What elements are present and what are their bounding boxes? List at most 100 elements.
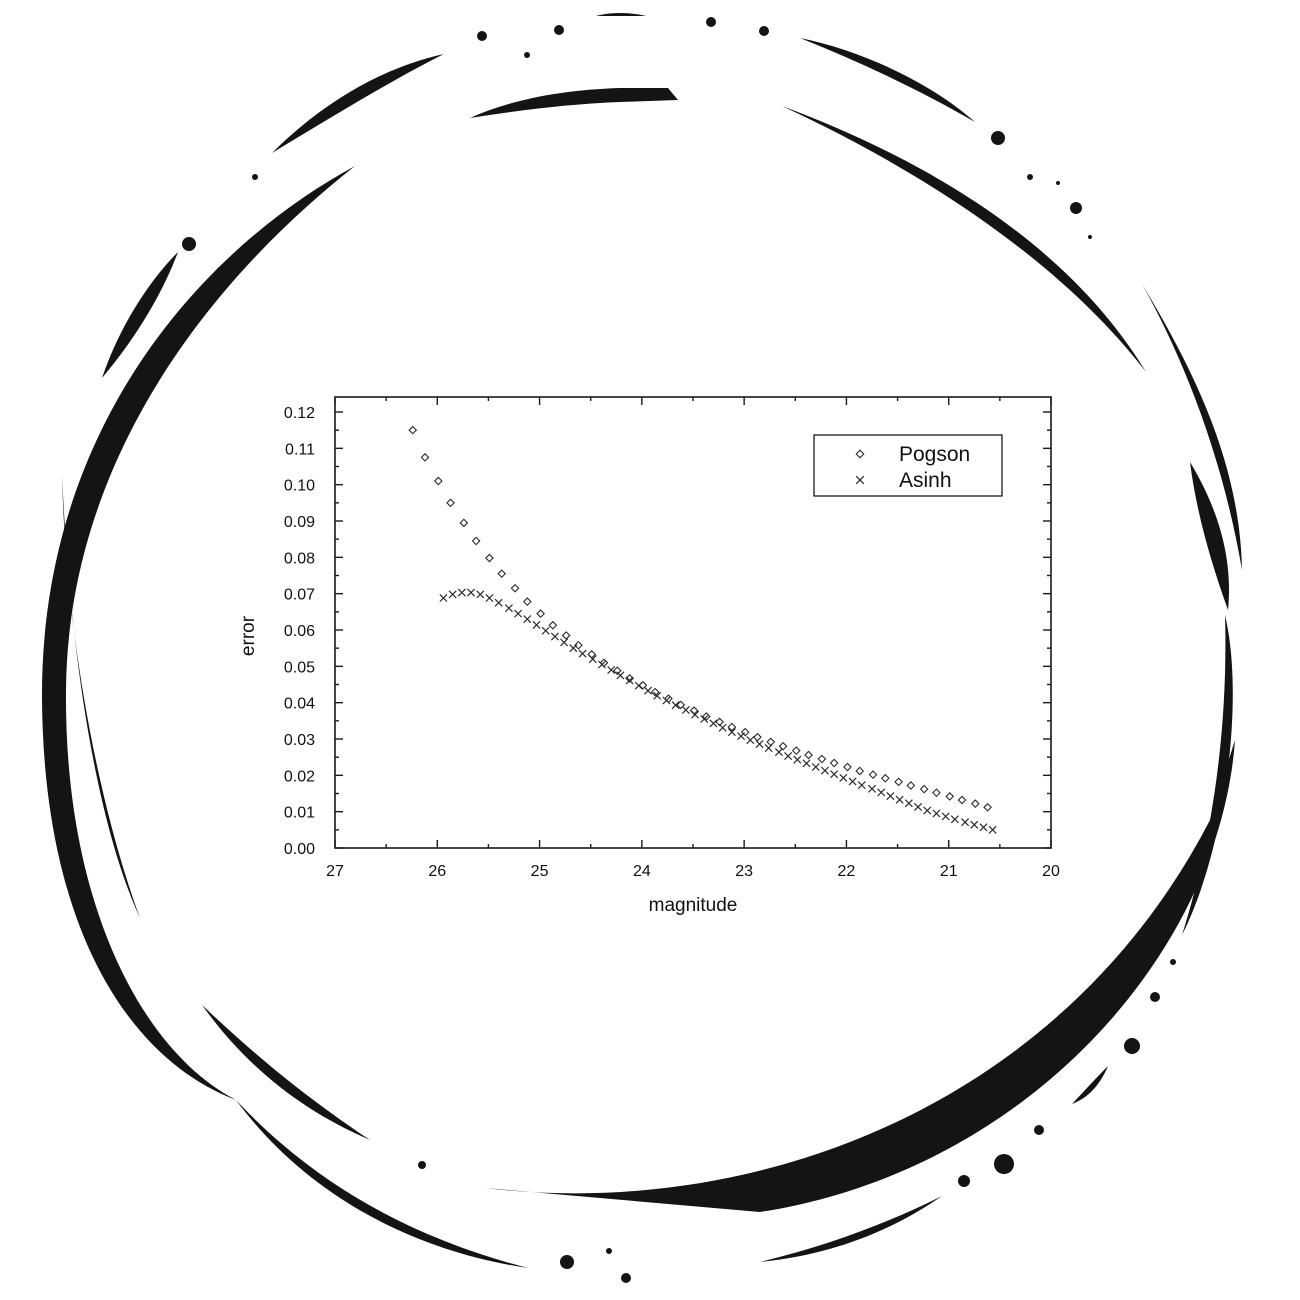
asinh-point [523,615,532,624]
asinh-point [904,799,913,808]
y-tick-label: 0.06 [284,623,315,640]
cross-stroke [848,777,857,786]
asinh-point [588,655,597,664]
error-vs-magnitude-chart: 27 26 25 24 23 22 21 20 0.000.010.020.030.040.0… [238,396,1060,916]
pogson-point [829,758,839,768]
pogson-point [880,773,890,783]
asinh-point [514,609,523,618]
dot [958,1175,970,1187]
dot [1150,992,1160,1002]
cross-stroke [523,615,532,624]
cross-stroke [886,792,895,801]
asinh-point [662,696,671,705]
y-axis-title: error [238,615,259,656]
cross-stroke [597,660,606,669]
cross-stroke [457,588,466,597]
legend-label-asinh: Asinh [899,469,952,492]
pogson-point [715,717,724,727]
pogson-point [855,766,865,776]
cross-stroke [727,728,736,737]
dot [1027,174,1033,180]
pogson-point [420,453,430,462]
asinh-point [718,723,727,732]
cross-stroke [904,799,913,808]
dot [477,31,487,41]
x-tick-label: 24 [633,863,651,880]
asinh-point [616,671,625,680]
asinh-point [532,620,541,629]
cross-stroke [643,686,653,695]
asinh-point [802,759,811,768]
cross-stroke [625,676,634,685]
y-tick-label: 0.10 [284,478,315,495]
cross-stroke [988,825,997,834]
dot [621,1273,631,1283]
pogson-point [919,784,929,794]
dot [560,1255,574,1269]
cross-stroke [784,752,793,761]
pogson-point [548,620,558,630]
dot [759,26,769,36]
y-tick-label: 0.01 [284,805,315,822]
cross-stroke [560,638,569,647]
asinh-point [700,714,709,724]
asinh-point [932,809,941,818]
cross-stroke [914,802,923,811]
cross-stroke [746,736,755,745]
brush-stroke-top-center [470,88,678,118]
cross-stroke [634,681,643,690]
pogson-point [510,583,520,593]
pogson-point [485,553,494,563]
cross-stroke [671,701,680,710]
asinh-point [643,686,653,695]
asinh-point [970,820,979,829]
pogson-point [791,746,801,756]
y-tick-label: 0.03 [284,732,315,749]
pogson-point [574,640,583,650]
cross-stroke [932,809,941,818]
dot [418,1161,426,1169]
asinh-point [793,755,802,764]
asinh-point [709,719,718,728]
dot [1088,235,1092,239]
asinh-point [857,781,866,790]
asinh-point [681,705,690,714]
asinh-point [485,594,494,603]
asinh-point [774,748,783,757]
cross-stroke [839,773,848,782]
cross-stroke [737,732,746,741]
cross-stroke [764,744,773,753]
y-tick-label: 0.04 [284,696,315,713]
asinh-point [950,815,959,824]
pogson-point [983,802,992,812]
dot [554,25,564,35]
cross-stroke [979,823,988,832]
axis-ticks [334,397,1052,849]
pogson-point [932,788,941,798]
y-tick-label: 0.12 [284,405,315,422]
cross-stroke [653,691,662,700]
asinh-point [494,598,503,607]
asinh-point [877,788,886,797]
asinh-point [457,588,466,597]
pogson-point [945,792,955,801]
asinh-point [653,691,662,700]
asinh-point [607,665,616,674]
asinh-point [820,766,829,775]
cross-stroke [485,594,494,603]
pogson-point [522,597,532,607]
cross-stroke [532,620,541,629]
asinh-point [979,823,988,832]
asinh-point [550,632,559,641]
asinh-point [839,773,848,782]
pogson-point [408,425,418,435]
pogson-point [459,518,469,528]
asinh-point [811,762,820,772]
cross-stroke [923,806,932,815]
dot [1034,1125,1044,1135]
y-tick-label: 0.02 [284,768,315,785]
y-tick-label: 0.05 [284,659,315,676]
asinh-point [784,752,793,761]
cross-stroke [820,766,829,775]
